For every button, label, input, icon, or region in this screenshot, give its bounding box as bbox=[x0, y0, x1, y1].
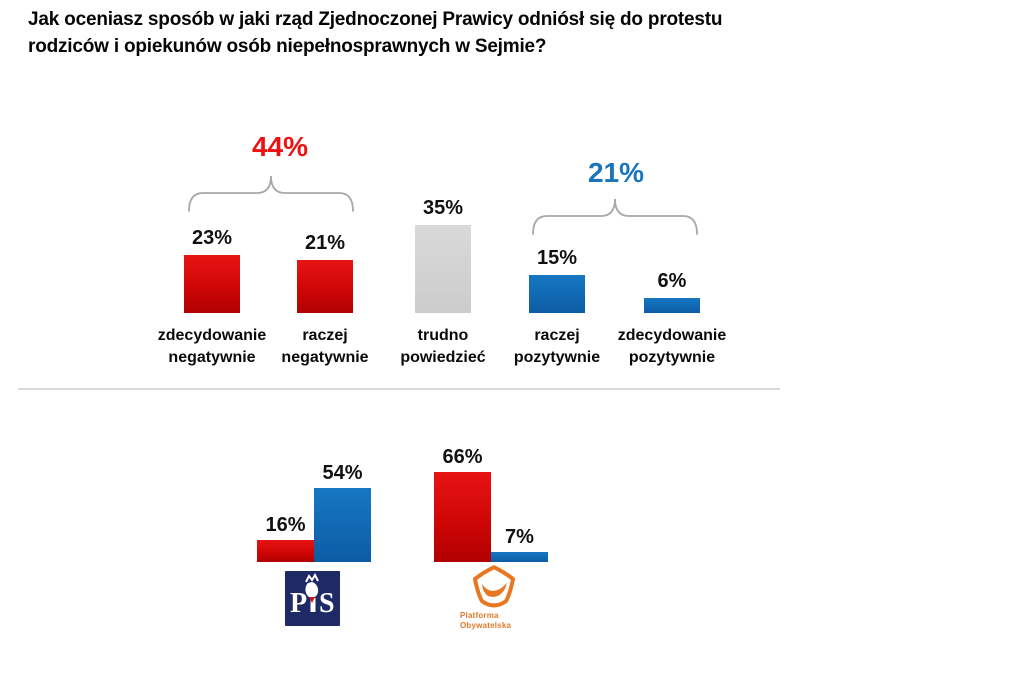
svg-text:S: S bbox=[319, 588, 335, 619]
group-platforma: 66% 7% bbox=[434, 446, 548, 562]
top-bars-area: 23% 21% 35% 15% 6% bbox=[0, 190, 1016, 313]
value-label: 6% bbox=[657, 270, 687, 292]
value-label: 66% bbox=[442, 446, 483, 468]
value-label: 21% bbox=[304, 232, 346, 254]
category-label: trudno powiedzieć bbox=[400, 327, 486, 366]
bar-po-red bbox=[434, 472, 491, 562]
title-line-1: Jak oceniasz sposób w jaki rząd Zjednocz… bbox=[28, 9, 723, 30]
group-pis: 16% 54% bbox=[257, 462, 371, 562]
pis-logo-icon: P S bbox=[285, 571, 340, 626]
bar-column: 66% bbox=[434, 446, 491, 562]
section-divider bbox=[18, 388, 780, 390]
bar-raczej-pozytywnie bbox=[529, 275, 585, 313]
brace-positive-icon bbox=[532, 198, 698, 235]
bar-pis-blue bbox=[314, 488, 371, 562]
category-label: raczej pozytywnie bbox=[513, 327, 601, 366]
value-label: 54% bbox=[322, 462, 363, 484]
title-line-2: rodziców i opiekunów osób niepełnosprawn… bbox=[28, 35, 547, 57]
sum-negative-label: 44% bbox=[251, 131, 309, 162]
bar-column: 54% bbox=[314, 462, 371, 562]
brace-negative-icon bbox=[188, 175, 354, 212]
bar-column: 16% bbox=[257, 514, 314, 562]
sum-positive-label: 21% bbox=[587, 157, 645, 188]
bottom-bars-area: 16% 54% 66% 7% bbox=[0, 440, 1016, 562]
category-label: raczej negatywnie bbox=[281, 327, 369, 366]
value-label: 35% bbox=[422, 197, 464, 219]
value-label: 7% bbox=[505, 526, 534, 548]
bar-column: 21% bbox=[270, 190, 380, 313]
po-text-line-1: Platforma bbox=[460, 611, 499, 620]
bar-column: 7% bbox=[491, 526, 548, 562]
category-label: zdecydowanie negatywnie bbox=[157, 327, 267, 366]
value-label: 23% bbox=[191, 227, 233, 249]
bar-column: 35% bbox=[388, 190, 498, 313]
category-label: zdecydowanie pozytywnie bbox=[617, 327, 727, 366]
bar-trudno-powiedziec bbox=[415, 225, 471, 313]
bar-zdecydowanie-negatywnie bbox=[184, 255, 240, 313]
bar-pis-red bbox=[257, 540, 314, 562]
bar-column: 6% bbox=[617, 190, 727, 313]
bar-po-blue bbox=[491, 552, 548, 562]
bar-column: 23% bbox=[157, 190, 267, 313]
platforma-obywatelska-logo-text: Platforma Obywatelska bbox=[460, 611, 550, 630]
svg-text:P: P bbox=[290, 588, 307, 619]
page-title: Jak oceniasz sposób w jaki rząd Zjednocz… bbox=[28, 7, 798, 61]
bar-zdecydowanie-pozytywnie bbox=[644, 298, 700, 313]
bar-column: 15% bbox=[502, 190, 612, 313]
bar-raczej-negatywnie bbox=[297, 260, 353, 313]
value-label: 15% bbox=[536, 247, 578, 269]
platforma-obywatelska-logo-icon bbox=[472, 565, 516, 608]
value-label: 16% bbox=[265, 514, 306, 536]
po-text-line-2: Obywatelska bbox=[460, 620, 512, 630]
